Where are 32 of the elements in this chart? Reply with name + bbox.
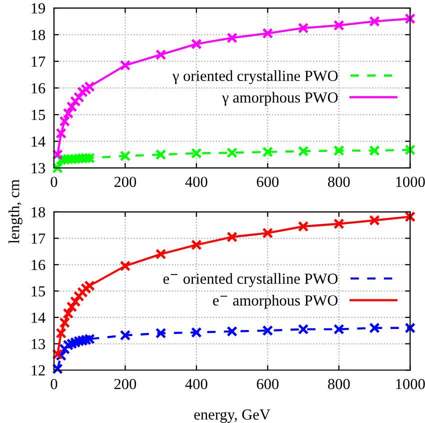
legend-label: e$^{−}$ amorphous PWO <box>213 294 338 309</box>
x-axis-title: energy, GeV <box>194 409 270 423</box>
x-tick-label: 0 <box>50 378 58 390</box>
x-tick-label: 1000 <box>396 378 425 390</box>
x-tick-label: 1000 <box>396 176 425 188</box>
y-tick-label: 13 <box>32 338 46 350</box>
x-tick-label: 600 <box>256 176 279 188</box>
x-tick-label: 400 <box>185 378 208 390</box>
x-tick-label: 400 <box>185 176 208 188</box>
x-tick-label: 800 <box>328 378 350 390</box>
x-tick-label: 600 <box>256 378 279 390</box>
y-tick-label: 17 <box>32 56 46 67</box>
legend-label: γ oriented crystalline PWO <box>172 70 338 84</box>
x-tick-label: 200 <box>114 176 136 188</box>
y-tick-label: 15 <box>32 286 46 296</box>
y-tick-label: 18 <box>32 30 46 40</box>
y-tick-label: 18 <box>32 207 46 218</box>
y-tick-label: 16 <box>32 83 46 94</box>
y-tick-label: 16 <box>32 260 46 270</box>
legend-label: e$^{−}$ oriented crystalline PWO <box>163 273 338 288</box>
y-tick-label: 13 <box>32 163 46 174</box>
y-tick-label: 19 <box>32 3 46 14</box>
x-tick-label: 800 <box>328 176 350 188</box>
legend-label: γ amorphous PWO <box>222 92 338 106</box>
x-tick-label: 200 <box>114 378 136 390</box>
y-tick-label: 14 <box>32 312 46 323</box>
x-tick-label: 0 <box>50 176 58 188</box>
y-tick-label: 14 <box>32 136 46 147</box>
y-tick-label: 12 <box>32 365 45 376</box>
y-tick-label: 17 <box>32 234 46 244</box>
y-axis-title: length, cm <box>8 179 22 244</box>
y-tick-label: 15 <box>32 110 46 120</box>
